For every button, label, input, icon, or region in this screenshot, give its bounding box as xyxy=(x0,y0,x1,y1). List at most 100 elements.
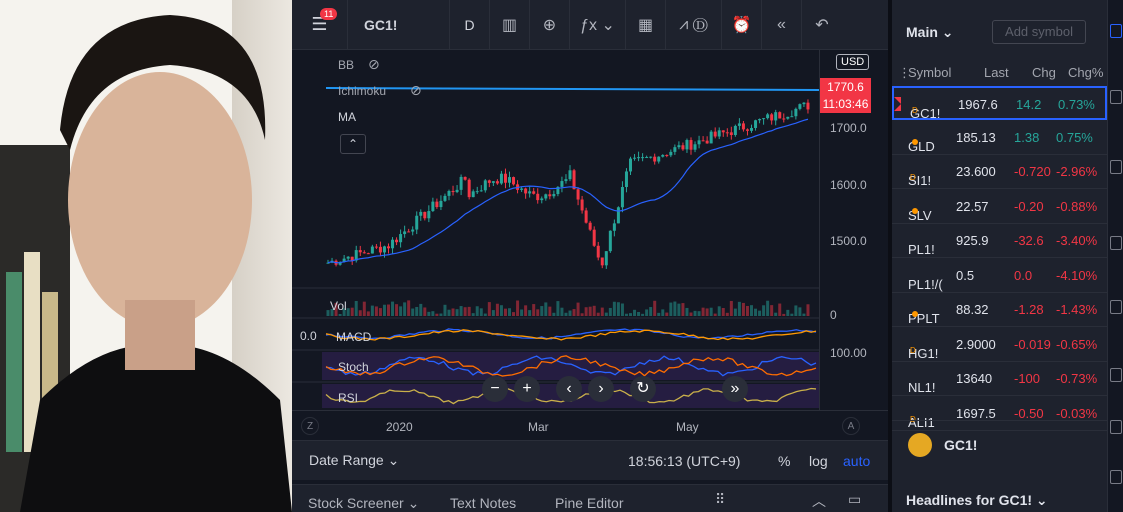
corner-z-button[interactable]: Z xyxy=(301,417,319,435)
collapse-chevron-icon[interactable]: ⌃ xyxy=(340,134,366,154)
plus-circle-icon[interactable]: ⊕ xyxy=(530,0,570,50)
legend-ichimoku[interactable]: Ichimoku xyxy=(338,84,387,98)
stoch-band xyxy=(322,352,819,380)
row-change-percent: -3.40% xyxy=(1056,233,1098,248)
indicator-icon[interactable]: ⩘ Ⓓ xyxy=(666,0,722,50)
scroll-right-button[interactable]: › xyxy=(588,376,614,402)
currency-tag[interactable]: USD xyxy=(836,54,870,70)
volume-bar xyxy=(528,310,532,316)
ideas-icon[interactable] xyxy=(1110,420,1122,434)
alerts-icon[interactable] xyxy=(1110,90,1122,104)
add-symbol-button[interactable]: Add symbol xyxy=(992,20,1086,44)
legend-bb[interactable]: BB xyxy=(338,58,355,72)
panel-divider[interactable] xyxy=(888,0,892,512)
volume-bar xyxy=(520,309,524,316)
price-axis[interactable]: USD 1770.6 11:03:46 1700.0 1600.0 1500.0… xyxy=(819,50,888,410)
corner-a-button[interactable]: A xyxy=(842,417,860,435)
zoom-out-button[interactable]: − xyxy=(482,376,508,402)
watchlist-row[interactable]: GC1! D 1967.6 14.2 0.73% xyxy=(892,86,1107,121)
symbol-details[interactable]: GC1! xyxy=(892,420,1107,470)
chevron-up-icon[interactable]: ︿ xyxy=(812,493,826,509)
zoom-in-button[interactable]: + xyxy=(514,376,540,402)
chart-canvas[interactable] xyxy=(292,50,819,410)
volume-bar xyxy=(463,307,467,316)
date-range-dropdown[interactable]: Date Range ⌄ xyxy=(309,452,400,468)
watchlist-row[interactable]: SI1! D 23.600 -0.720 -2.96% xyxy=(892,155,1107,189)
column-header[interactable]: Chg xyxy=(1032,65,1056,80)
watchlist-row[interactable]: HG1! D 2.9000 -0.019 -0.65% xyxy=(892,328,1107,362)
undo-icon[interactable]: ↶ xyxy=(815,16,829,34)
chat-icon[interactable] xyxy=(1110,368,1122,382)
time-axis[interactable]: Z 2020 Mar May A xyxy=(292,410,888,440)
hotlist-icon[interactable] xyxy=(1110,236,1122,250)
volume-bar xyxy=(499,305,503,316)
eye-slash-icon[interactable]: ⊘ xyxy=(368,56,380,72)
volume-bar xyxy=(443,304,447,316)
column-header[interactable]: Symbol xyxy=(908,65,952,80)
volume-bar xyxy=(483,313,487,316)
alert-icon[interactable]: ⏰ xyxy=(722,0,762,50)
book xyxy=(6,272,22,452)
flag-icon[interactable] xyxy=(894,97,901,111)
column-header[interactable]: Chg% xyxy=(1068,65,1104,80)
interval-button[interactable]: D xyxy=(450,0,490,50)
fx-icon[interactable]: ƒx ⌄ xyxy=(570,0,626,50)
column-header[interactable]: Last xyxy=(984,65,1009,80)
price-chart[interactable]: BB ⊘ Ichimoku ⊘ MA ⌃ Vol 0.0 MACD Stoch … xyxy=(292,50,888,410)
auto-toggle[interactable]: auto xyxy=(843,452,871,469)
time-label: 2020 xyxy=(386,420,413,434)
reset-button[interactable]: ↻ xyxy=(630,376,656,402)
volume-bar xyxy=(629,313,632,316)
legend-ma[interactable]: MA xyxy=(338,110,356,124)
headlines-title[interactable]: Headlines for GC1! ⌄ xyxy=(906,492,1048,508)
candle-body xyxy=(616,207,620,224)
tab-pine-editor[interactable]: Pine Editor xyxy=(555,495,624,511)
percent-toggle[interactable]: % xyxy=(778,452,791,469)
watchlist-row[interactable]: PL1! 925.9 -32.6 -3.40% xyxy=(892,224,1107,258)
tab-stock-screener[interactable]: Stock Screener ⌄ xyxy=(308,495,420,511)
calendar-icon[interactable] xyxy=(1110,300,1122,314)
bars-icon[interactable]: ▦ xyxy=(626,0,666,50)
menu-button[interactable]: ☰ 11 xyxy=(292,0,348,50)
candle-body xyxy=(382,246,386,253)
watchlist-row[interactable]: PL1!/(0.5 0.0 -4.10% xyxy=(892,259,1107,293)
row-last: 925.9 xyxy=(956,233,989,248)
volume-bar xyxy=(750,305,753,316)
volume-bar xyxy=(645,309,649,316)
price-tick: 1600.0 xyxy=(830,178,867,192)
tab-text-notes[interactable]: Text Notes xyxy=(450,495,517,511)
watchlist-row[interactable]: ALI1 D 1697.5 -0.50 -0.03% xyxy=(892,397,1107,431)
data-window-icon[interactable] xyxy=(1110,160,1122,174)
countdown-tag: 11:03:46 xyxy=(820,95,871,113)
watchlist-row[interactable]: PPLT 88.32 -1.28 -1.43% xyxy=(892,293,1107,327)
scroll-to-end-button[interactable]: » xyxy=(722,376,748,402)
volume-bar xyxy=(745,305,749,316)
row-last: 22.57 xyxy=(956,198,989,214)
drag-handle-icon[interactable]: ⠿ xyxy=(715,491,726,507)
watchlist-row[interactable]: NL1! 13640 -100 -0.73% xyxy=(892,362,1107,396)
signal-icon[interactable] xyxy=(1110,470,1122,484)
candle-body xyxy=(649,156,653,158)
more-icon[interactable]: ⋮ xyxy=(898,65,911,80)
clock[interactable]: 18:56:13 (UTC+9) xyxy=(628,452,741,469)
eye-slash-icon[interactable]: ⊘ xyxy=(410,82,422,98)
candle-body xyxy=(487,180,491,183)
watchlist-header: Main ⌄ Add symbol xyxy=(892,12,1107,52)
candle-body xyxy=(407,231,411,233)
scroll-left-button[interactable]: ‹ xyxy=(556,376,582,402)
watchlist-title[interactable]: Main ⌄ xyxy=(906,24,954,40)
maximize-icon[interactable]: ▭ xyxy=(848,491,862,507)
log-toggle[interactable]: log xyxy=(809,452,828,469)
volume-bar xyxy=(665,312,669,316)
candle-body xyxy=(604,251,608,266)
watchlist-row[interactable]: GLD 185.13 1.38 0.75% xyxy=(892,121,1107,155)
watchlist-row[interactable]: SLV 22.57 -0.20 -0.88% xyxy=(892,190,1107,224)
candle-body xyxy=(608,230,612,252)
watchlist-icon[interactable] xyxy=(1110,24,1122,38)
symbol-search[interactable]: GC1! xyxy=(348,0,450,50)
candle-body xyxy=(596,245,600,258)
candles-icon[interactable]: ▥ xyxy=(490,0,530,50)
rewind-icon[interactable]: « xyxy=(762,0,802,50)
candle-body xyxy=(758,119,762,121)
volume-bar xyxy=(649,307,653,316)
